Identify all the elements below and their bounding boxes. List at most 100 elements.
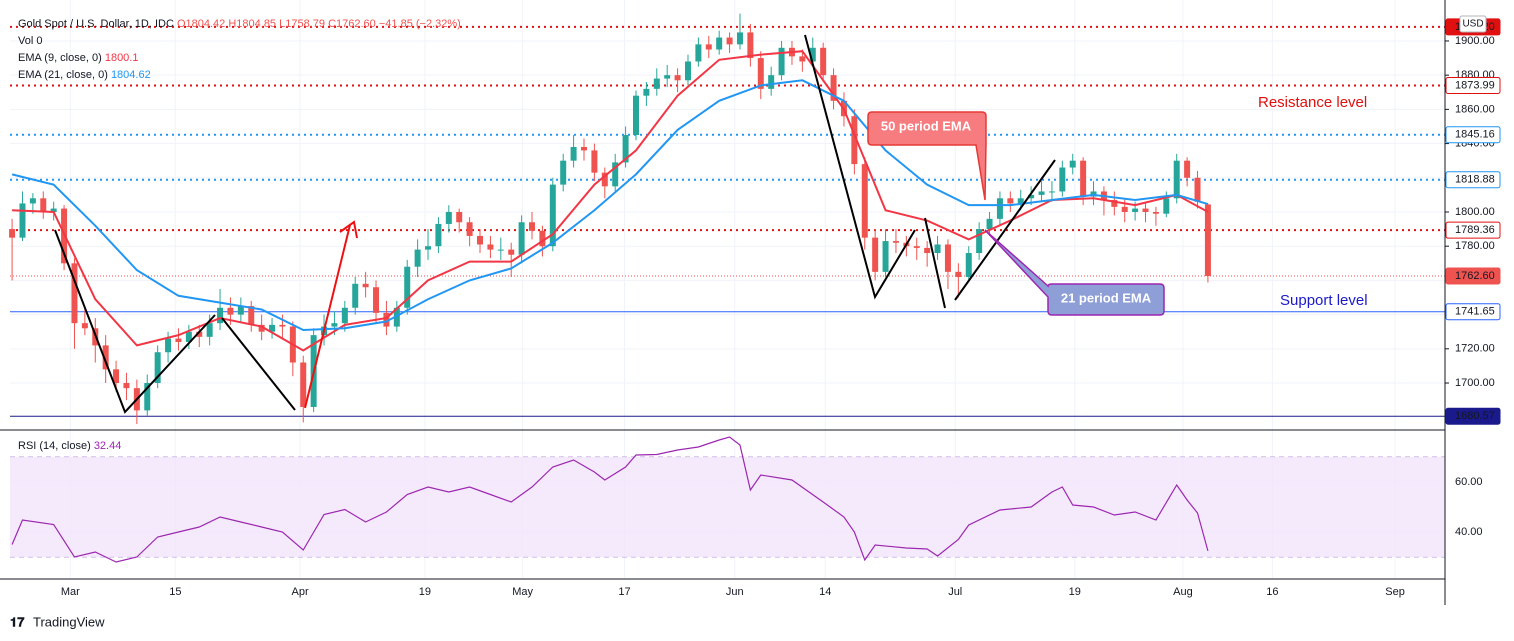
- x-tick-label: Jul: [948, 586, 962, 598]
- candle-body: [50, 208, 57, 212]
- candle-body: [539, 230, 546, 247]
- candle-body: [1142, 208, 1149, 212]
- candle-body: [165, 338, 172, 353]
- x-tick-label: Apr: [292, 586, 309, 598]
- trend-line: [954, 159, 1056, 301]
- candle-body: [508, 249, 515, 255]
- candle-body: [944, 244, 951, 272]
- candle-body: [414, 249, 421, 267]
- candle-body: [425, 246, 432, 250]
- candle-body: [102, 345, 109, 370]
- candle-body: [529, 222, 536, 231]
- candle-body: [518, 222, 525, 255]
- candle-body: [445, 211, 452, 224]
- legend-value: 32.44: [94, 440, 122, 452]
- candle-body: [185, 331, 192, 342]
- x-tick-label: 14: [819, 586, 831, 598]
- level-label: 1741.65: [1455, 306, 1495, 318]
- candle-body: [986, 218, 993, 230]
- candle-body: [9, 229, 16, 238]
- candle-body: [861, 164, 868, 238]
- candle-body: [809, 47, 816, 62]
- candle-body: [497, 249, 504, 251]
- callout-50: 50 period EMA: [867, 111, 987, 201]
- candle-body: [799, 56, 806, 62]
- candle-body: [19, 203, 26, 238]
- candle-body: [393, 307, 400, 327]
- candle-body: [383, 312, 390, 327]
- level-label-bg: [1445, 303, 1501, 321]
- ohlc: O1804.42: [177, 18, 225, 30]
- x-tick-label: Mar: [61, 586, 80, 598]
- candle-body: [362, 283, 369, 288]
- trend-line: [924, 217, 946, 309]
- callout-21: 21 period EMA: [984, 229, 1165, 316]
- candle-body: [560, 160, 567, 185]
- axes: Mar 15 Apr 19 May 17 Jun 14 Jul 19 Aug 16 Sep 1700.00…: [61, 18, 1501, 598]
- candle-body: [1184, 160, 1191, 178]
- trend-drawings: [54, 34, 1056, 414]
- x-tick-label: May: [512, 586, 533, 598]
- legend-value: 1804.62: [111, 69, 151, 81]
- candle-body: [601, 172, 608, 187]
- candle-body: [1048, 191, 1055, 193]
- candle-body: [882, 241, 889, 272]
- indicator-lines: [11, 50, 1209, 563]
- y-tick-label: 60.00: [1455, 476, 1483, 488]
- x-tick-label: 19: [419, 586, 431, 598]
- brand: 𝟏𝟕 TradingView: [10, 614, 105, 629]
- level-label-bg: [1445, 267, 1501, 285]
- candle-body: [653, 78, 660, 89]
- candle-body: [331, 323, 338, 327]
- candle-body: [1028, 194, 1035, 199]
- volume-legend: Vol 0: [18, 35, 42, 47]
- level-label: 1789.36: [1455, 224, 1495, 236]
- candle-body: [175, 338, 182, 342]
- candle-body: [778, 47, 785, 76]
- candle-body: [913, 246, 920, 248]
- candle-body: [435, 223, 442, 247]
- candle-body: [643, 88, 650, 96]
- candle-body: [851, 116, 858, 165]
- brand-logo: 𝟏𝟕: [10, 614, 25, 629]
- rsi-legend: RSI (14, close) 32.44: [18, 440, 121, 452]
- candle-body: [664, 75, 671, 79]
- candle-body: [695, 44, 702, 62]
- x-tick-label: Sep: [1385, 586, 1405, 598]
- candle-body: [892, 241, 899, 243]
- volume-value: 0: [36, 35, 42, 47]
- candle-body: [258, 324, 265, 332]
- candle-body: [1080, 160, 1087, 197]
- candle-body: [924, 247, 931, 254]
- level-label-bg: [1445, 126, 1501, 144]
- candle-body: [71, 263, 78, 324]
- x-tick-label: 16: [1266, 586, 1278, 598]
- candle-body: [279, 324, 286, 327]
- y-tick-label: 1720.00: [1455, 343, 1495, 355]
- candle-body: [768, 75, 775, 89]
- change: −41.85 (−2.32%): [379, 18, 461, 30]
- candle-body: [934, 244, 941, 254]
- candle-body: [123, 383, 130, 389]
- candle-body: [373, 287, 380, 313]
- y-tick-label: 1700.00: [1455, 377, 1495, 389]
- candle-body: [466, 222, 473, 236]
- candle-body: [217, 307, 224, 324]
- candle-body: [716, 37, 723, 50]
- level-label-bg: [1445, 407, 1501, 425]
- legend-name: EMA (9, close, 0): [18, 52, 102, 64]
- candle-body: [1173, 160, 1180, 199]
- level-label-bg: [1445, 221, 1501, 239]
- candle-body: [1152, 211, 1159, 214]
- candle-body: [1194, 177, 1201, 202]
- level-label-bg: [1445, 76, 1501, 94]
- candle-body: [976, 229, 983, 254]
- candle-body: [747, 32, 754, 59]
- trend-line: [54, 229, 216, 414]
- candle-body: [965, 253, 972, 277]
- candle-body: [1007, 198, 1014, 204]
- candle-body: [227, 307, 234, 315]
- brand-name: TradingView: [33, 614, 105, 629]
- legend-value: 1800.1: [105, 52, 139, 64]
- candle-body: [705, 44, 712, 50]
